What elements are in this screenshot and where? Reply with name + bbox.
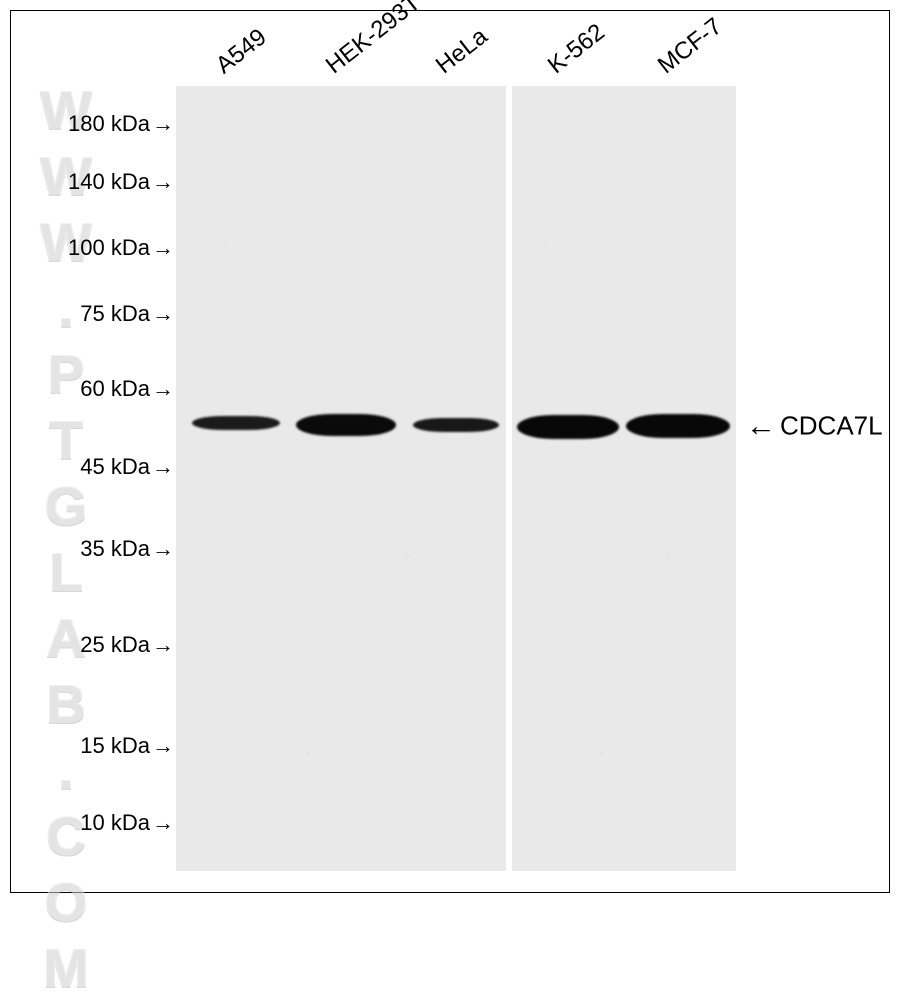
lane-label: HEK-293T [321, 0, 427, 80]
marker-text: 100 kDa [68, 235, 150, 261]
arrow-right-icon: → [152, 378, 174, 400]
lane-labels: A549HEK-293THeLaK-562MCF-7 [176, 11, 736, 86]
marker-label: 75 kDa→ [80, 301, 174, 327]
figure-frame: WWW.PTGLAB.COM A549HEK-293THeLaK-562MCF-… [10, 10, 890, 893]
arrow-right-icon: → [152, 237, 174, 259]
lane-label: MCF-7 [653, 13, 728, 80]
lane-label: K-562 [543, 19, 611, 80]
target-label: ← CDCA7L [746, 411, 883, 442]
marker-text: 35 kDa [80, 536, 150, 562]
blot-band [517, 415, 619, 439]
marker-text: 25 kDa [80, 632, 150, 658]
marker-label: 60 kDa→ [80, 376, 174, 402]
membrane-right [512, 86, 736, 871]
marker-label: 180 kDa→ [68, 111, 174, 137]
arrow-right-icon: → [152, 456, 174, 478]
marker-label: 25 kDa→ [80, 632, 174, 658]
marker-text: 45 kDa [80, 454, 150, 480]
blot-band [296, 414, 396, 436]
marker-text: 180 kDa [68, 111, 150, 137]
blot-band [626, 414, 730, 438]
arrow-left-icon: ← [746, 411, 776, 441]
marker-label: 45 kDa→ [80, 454, 174, 480]
marker-text: 15 kDa [80, 733, 150, 759]
marker-label: 15 kDa→ [80, 733, 174, 759]
marker-label: 35 kDa→ [80, 536, 174, 562]
blot-band [192, 416, 280, 430]
lane-label: HeLa [431, 23, 493, 80]
blot-area [176, 86, 736, 871]
membrane-noise [176, 86, 506, 871]
blot-band [413, 418, 499, 432]
marker-label: 100 kDa→ [68, 235, 174, 261]
arrow-right-icon: → [152, 634, 174, 656]
arrow-right-icon: → [152, 538, 174, 560]
arrow-right-icon: → [152, 113, 174, 135]
arrow-right-icon: → [152, 735, 174, 757]
marker-text: 10 kDa [80, 810, 150, 836]
arrow-right-icon: → [152, 303, 174, 325]
arrow-right-icon: → [152, 812, 174, 834]
target-name: CDCA7L [780, 411, 883, 442]
arrow-right-icon: → [152, 171, 174, 193]
membrane-left [176, 86, 506, 871]
marker-labels: 180 kDa→140 kDa→100 kDa→75 kDa→60 kDa→45… [11, 86, 176, 871]
marker-text: 75 kDa [80, 301, 150, 327]
marker-text: 60 kDa [80, 376, 150, 402]
membrane-noise [512, 86, 736, 871]
marker-label: 10 kDa→ [80, 810, 174, 836]
marker-text: 140 kDa [68, 169, 150, 195]
marker-label: 140 kDa→ [68, 169, 174, 195]
lane-label: A549 [211, 23, 272, 80]
